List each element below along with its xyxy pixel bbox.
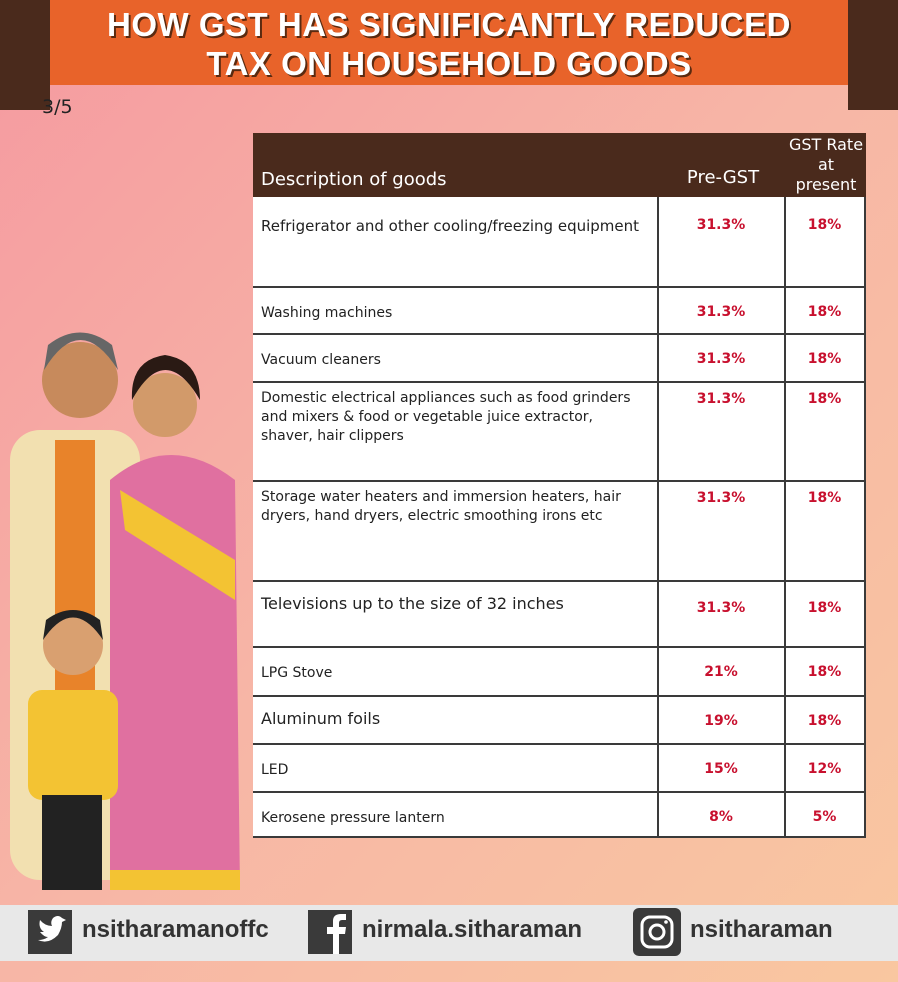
goods-description: Televisions up to the size of 32 inches (253, 582, 659, 646)
goods-description: LED (253, 745, 659, 791)
pre-gst-rate: 31.3% (658, 197, 786, 286)
table-row: Domestic electrical appliances such as f… (253, 383, 866, 482)
current-gst-rate: 18% (785, 335, 866, 381)
pre-gst-rate: 31.3% (658, 582, 786, 646)
goods-description: Storage water heaters and immersion heat… (253, 482, 659, 580)
current-gst-rate: 18% (785, 697, 866, 743)
pre-gst-rate: 15% (658, 745, 786, 791)
table-row: LPG Stove 21% 18% (253, 648, 866, 697)
goods-description: Washing machines (253, 288, 659, 333)
column-header: Description of goods (261, 169, 447, 190)
pre-gst-rate: 31.3% (658, 288, 786, 333)
goods-description: Domestic electrical appliances such as f… (253, 383, 659, 480)
table-row: Washing machines 31.3% 18% (253, 288, 866, 335)
instagram-handle: nsitharaman (690, 916, 833, 943)
table-row: LED 15% 12% (253, 745, 866, 793)
goods-description: LPG Stove (253, 648, 659, 695)
pre-gst-rate: 31.3% (658, 383, 786, 480)
twitter-icon (28, 910, 72, 954)
pre-gst-rate: 8% (658, 793, 786, 836)
current-gst-rate: 18% (785, 582, 866, 646)
goods-description: Aluminum foils (253, 697, 659, 743)
pre-gst-rate: 21% (658, 648, 786, 695)
current-gst-rate: 12% (785, 745, 866, 791)
title-line: TAX ON HOUSEHOLD GOODS (206, 45, 692, 82)
current-gst-rate: 18% (785, 383, 866, 480)
current-gst-rate: 5% (785, 793, 866, 836)
goods-description: Vacuum cleaners (253, 335, 659, 381)
current-gst-rate: 18% (785, 288, 866, 333)
table-row: Kerosene pressure lantern 8% 5% (253, 793, 866, 838)
pre-gst-rate: 19% (658, 697, 786, 743)
current-gst-rate: 18% (785, 482, 866, 580)
table-header: Description of goods Pre-GST GST Rate at… (253, 133, 866, 197)
table-row: Vacuum cleaners 31.3% 18% (253, 335, 866, 383)
facebook-handle: nirmala.sitharaman (362, 916, 583, 943)
current-gst-rate: 18% (785, 197, 866, 286)
twitter-handle: nsitharamanoffc (82, 916, 269, 943)
pre-gst-rate: 31.3% (658, 335, 786, 381)
goods-description: Kerosene pressure lantern (253, 793, 659, 836)
table-row: Aluminum foils 19% 18% (253, 697, 866, 745)
column-header: Pre-GST (686, 167, 760, 188)
table-row: Refrigerator and other cooling/freezing … (253, 197, 866, 288)
family-illustration (10, 332, 240, 890)
instagram-icon (633, 908, 681, 956)
pre-gst-rate: 31.3% (658, 482, 786, 580)
table-row: Storage water heaters and immersion heat… (253, 482, 866, 582)
page-number: 3/5 (42, 96, 73, 118)
current-gst-rate: 18% (785, 648, 866, 695)
goods-description: Refrigerator and other cooling/freezing … (253, 197, 659, 286)
column-header: GST Rate at present (788, 135, 864, 194)
table-row: Televisions up to the size of 32 inches 3… (253, 582, 866, 648)
title-line: HOW GST HAS SIGNIFICANTLY REDUCED (107, 6, 791, 43)
facebook-icon (308, 910, 352, 954)
